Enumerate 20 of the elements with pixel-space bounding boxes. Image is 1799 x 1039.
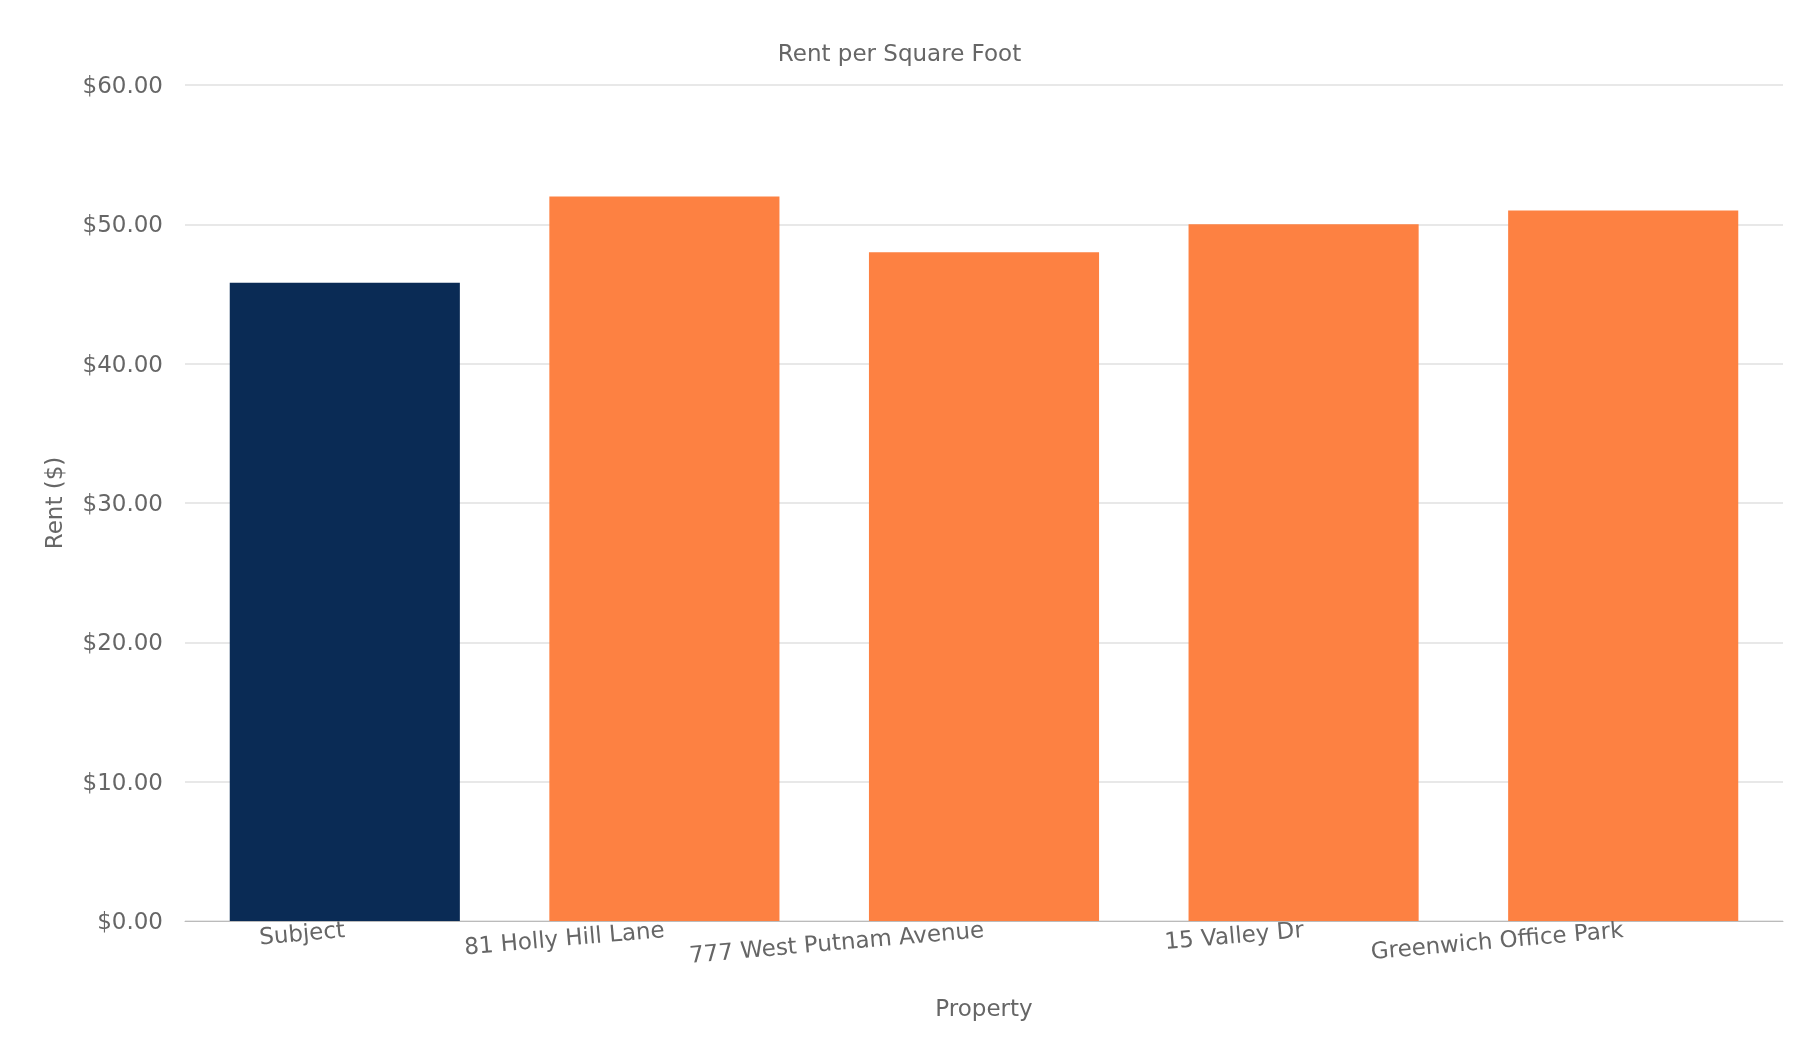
bar — [868, 252, 1100, 921]
x-tick-label: Greenwich Office Park — [1369, 915, 1626, 964]
y-tick-label: $50.00 — [82, 211, 163, 238]
y-tick-label: $10.00 — [82, 768, 163, 795]
y-tick-label: $30.00 — [82, 490, 163, 516]
y-tick-label: $20.00 — [82, 629, 163, 656]
y-tick-label: $40.00 — [82, 350, 163, 377]
y-tick-label: $60.00 — [82, 72, 163, 98]
y-axis-title: Rent ($) — [40, 456, 67, 550]
bar — [1508, 210, 1739, 921]
x-tick-label: 777 West Putnam Avenue — [688, 916, 986, 968]
y-tick-label: $0.00 — [97, 908, 163, 934]
bar — [549, 196, 780, 921]
chart-title: Rent per Square Foot — [777, 39, 1022, 66]
x-tick-label: 81 Holly Hill Lane — [463, 916, 666, 960]
bar — [1188, 224, 1419, 921]
x-axis-title: Property — [935, 994, 1033, 1021]
x-tick-label: Subject — [258, 916, 346, 950]
bar — [229, 282, 460, 921]
x-tick-label: 15 Valley Dr — [1163, 916, 1306, 955]
